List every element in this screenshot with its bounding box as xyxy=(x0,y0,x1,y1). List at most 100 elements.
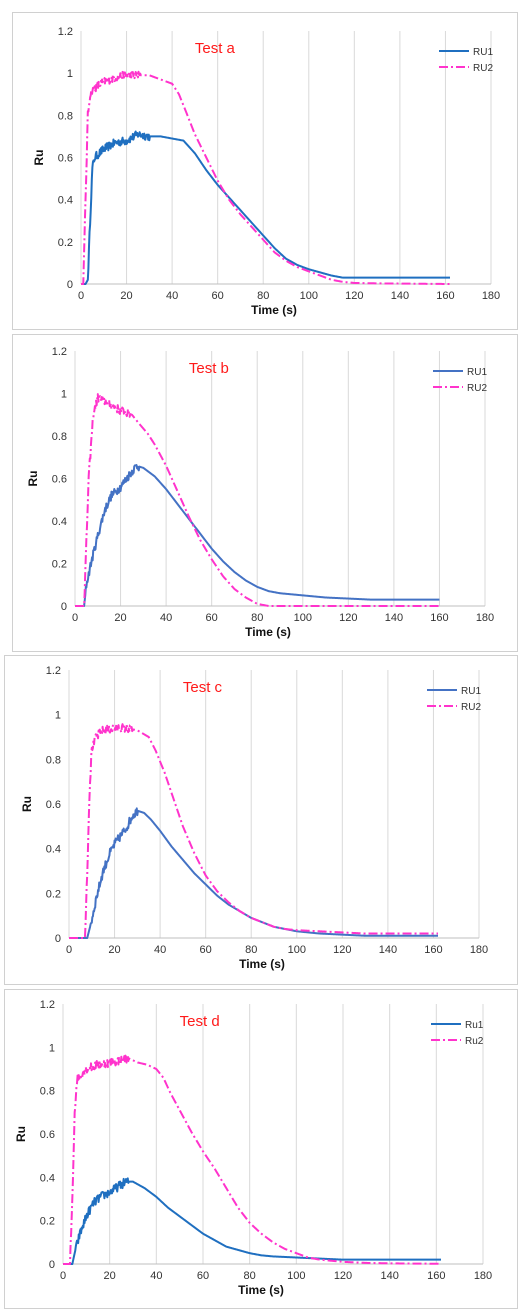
y-tick-label: 1.2 xyxy=(52,346,67,358)
x-tick-label: 120 xyxy=(334,1270,352,1282)
y-tick-label: 0 xyxy=(55,933,61,945)
y-tick-label: 0 xyxy=(61,601,67,613)
y-tick-label: 0 xyxy=(49,1259,55,1271)
y-tick-label: 1.2 xyxy=(58,26,73,38)
legend-label: Ru1 xyxy=(465,1020,484,1031)
x-tick-label: 180 xyxy=(474,1270,492,1282)
y-tick-label: 1 xyxy=(55,710,61,722)
y-tick-label: 0.8 xyxy=(40,1086,55,1098)
y-tick-label: 0.4 xyxy=(46,844,61,856)
x-tick-label: 40 xyxy=(160,612,172,624)
series-line-ru1 xyxy=(74,464,440,607)
series-line-ru2 xyxy=(62,1054,442,1265)
x-axis-label: Time (s) xyxy=(238,1283,284,1297)
y-tick-label: 0.2 xyxy=(40,1216,55,1228)
x-tick-label: 80 xyxy=(251,612,263,624)
y-axis-label: Ru xyxy=(26,471,40,487)
x-tick-label: 20 xyxy=(104,1270,116,1282)
y-tick-label: 0.6 xyxy=(52,474,67,486)
x-tick-label: 20 xyxy=(120,290,132,302)
x-tick-label: 120 xyxy=(339,612,357,624)
x-tick-label: 100 xyxy=(300,290,318,302)
y-tick-label: 0.8 xyxy=(52,431,67,443)
legend-label: RU1 xyxy=(461,686,481,697)
chart-title: Test c xyxy=(183,679,223,696)
x-tick-label: 160 xyxy=(430,612,448,624)
y-tick-label: 1.2 xyxy=(46,665,61,677)
legend-label: RU2 xyxy=(467,383,487,394)
x-tick-label: 60 xyxy=(197,1270,209,1282)
y-tick-label: 0.6 xyxy=(40,1129,55,1141)
x-tick-label: 40 xyxy=(150,1270,162,1282)
y-tick-label: 0.4 xyxy=(40,1172,55,1184)
x-tick-label: 180 xyxy=(476,612,494,624)
chart-c: 0 20 40 60 80 100 120 140 160 180 0 0.2 0.4 0.6 0.8 1 1.… xyxy=(20,665,488,971)
y-tick-label: 0.8 xyxy=(58,110,73,122)
x-tick-label: 60 xyxy=(212,290,224,302)
x-tick-label: 100 xyxy=(288,944,306,956)
legend-label: RU2 xyxy=(473,63,493,74)
x-axis-label: Time (s) xyxy=(251,303,297,317)
chart-panel-d: 0 20 40 60 80 100 120 140 160 180 0 0.2 0.4 0.6 0.8 1 1.… xyxy=(4,989,518,1309)
y-axis-label: Ru xyxy=(32,150,46,166)
x-tick-label: 60 xyxy=(200,944,212,956)
chart-panel-a: 0 20 40 60 80 100 120 140 160 180 0 0.2 0.4 0.6 0.8 1 1.… xyxy=(12,12,518,330)
chart-d: 0 20 40 60 80 100 120 140 160 180 0 0.2 0.4 0.6 0.8 1 1.… xyxy=(14,999,492,1297)
legend-label: RU1 xyxy=(473,47,493,58)
x-tick-label: 20 xyxy=(114,612,126,624)
x-tick-label: 0 xyxy=(66,944,72,956)
series-line-ru1 xyxy=(62,1177,442,1265)
y-tick-label: 0 xyxy=(67,279,73,291)
x-tick-label: 120 xyxy=(333,944,351,956)
chart-panel-c: 0 20 40 60 80 100 120 140 160 180 0 0.2 0.4 0.6 0.8 1 1.… xyxy=(4,655,518,985)
series-line-ru2 xyxy=(74,393,440,607)
legend-label: Ru2 xyxy=(465,1036,484,1047)
y-tick-label: 0.2 xyxy=(46,888,61,900)
x-tick-label: 100 xyxy=(294,612,312,624)
y-tick-label: 1 xyxy=(67,68,73,80)
y-tick-label: 0.6 xyxy=(58,153,73,165)
x-tick-label: 140 xyxy=(385,612,403,624)
x-tick-label: 180 xyxy=(470,944,488,956)
y-tick-label: 0.4 xyxy=(52,516,67,528)
y-axis-label: Ru xyxy=(14,1126,28,1142)
x-tick-label: 140 xyxy=(380,1270,398,1282)
x-tick-label: 140 xyxy=(379,944,397,956)
y-tick-label: 0.2 xyxy=(58,237,73,249)
x-tick-label: 0 xyxy=(60,1270,66,1282)
x-tick-label: 0 xyxy=(78,290,84,302)
y-tick-label: 0.4 xyxy=(58,195,73,207)
x-tick-label: 40 xyxy=(154,944,166,956)
x-tick-label: 160 xyxy=(436,290,454,302)
chart-a: 0 20 40 60 80 100 120 140 160 180 0 0.2 0.4 0.6 0.8 1 1.… xyxy=(32,26,500,317)
chart-title: Test a xyxy=(195,40,236,57)
y-tick-label: 1.2 xyxy=(40,999,55,1011)
y-axis-label: Ru xyxy=(20,796,34,812)
x-tick-label: 0 xyxy=(72,612,78,624)
x-tick-label: 160 xyxy=(424,944,442,956)
x-tick-label: 80 xyxy=(244,1270,256,1282)
series-line-ru1 xyxy=(80,130,451,285)
x-tick-label: 60 xyxy=(206,612,218,624)
legend-label: RU2 xyxy=(461,702,481,713)
x-tick-label: 180 xyxy=(482,290,500,302)
legend-label: RU1 xyxy=(467,367,487,378)
chart-panel-b: 0 20 40 60 80 100 120 140 160 180 0 0.2 0.4 0.6 0.8 1 1.… xyxy=(12,334,518,652)
y-tick-label: 1 xyxy=(49,1042,55,1054)
series-line-ru2 xyxy=(80,70,451,285)
y-tick-label: 0.6 xyxy=(46,799,61,811)
y-tick-label: 1 xyxy=(61,389,67,401)
chart-title: Test d xyxy=(180,1013,220,1030)
chart-b: 0 20 40 60 80 100 120 140 160 180 0 0.2 0.4 0.6 0.8 1 1.… xyxy=(26,346,494,639)
x-tick-label: 140 xyxy=(391,290,409,302)
x-tick-label: 80 xyxy=(257,290,269,302)
y-tick-label: 0.8 xyxy=(46,754,61,766)
x-tick-label: 100 xyxy=(287,1270,305,1282)
y-tick-label: 0.2 xyxy=(52,559,67,571)
x-tick-label: 40 xyxy=(166,290,178,302)
x-axis-label: Time (s) xyxy=(239,957,285,971)
x-tick-label: 20 xyxy=(108,944,120,956)
x-tick-label: 120 xyxy=(345,290,363,302)
x-tick-label: 160 xyxy=(427,1270,445,1282)
chart-title: Test b xyxy=(189,360,229,377)
